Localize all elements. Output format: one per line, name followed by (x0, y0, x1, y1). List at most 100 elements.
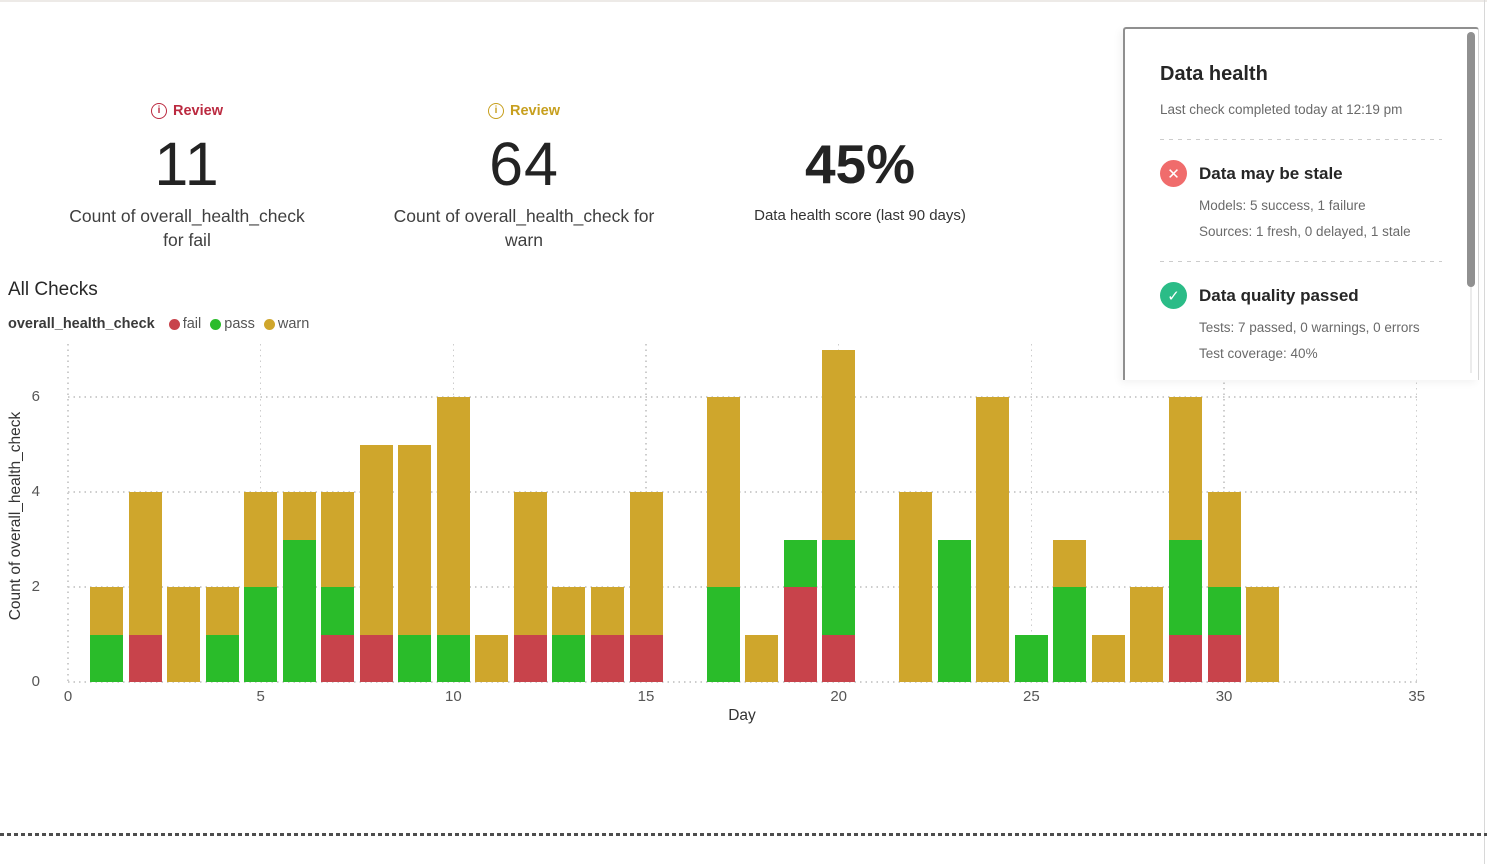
kpi-value-fail: 11 (154, 130, 220, 198)
bar-day18-warn[interactable] (745, 634, 779, 682)
kpi-label-line: Count of overall_health_check (69, 206, 305, 226)
kpi-label-line: Data health score (last 90 days) (754, 207, 966, 224)
bar-day12-warn[interactable] (513, 492, 547, 635)
right-edge-divider (1484, 0, 1485, 864)
bar-day7-pass[interactable] (321, 587, 355, 635)
bar-day31-warn[interactable] (1246, 587, 1280, 682)
kpi-label-warn: Count of overall_health_check for warn (354, 204, 694, 252)
status-detail: Tests: 7 passed, 0 warnings, 0 errors (1199, 320, 1420, 335)
legend-label: fail (182, 316, 202, 332)
panel-scrollbar-thumb[interactable] (1467, 32, 1475, 287)
bar-day20-fail[interactable] (822, 634, 856, 682)
x-axis-title: Day (728, 707, 756, 724)
bar-day15-warn[interactable] (629, 492, 663, 635)
bar-day24-warn[interactable] (976, 397, 1010, 682)
bar-day10-pass[interactable] (436, 634, 470, 682)
y-tick-label-0: 0 (31, 673, 40, 690)
bar-day30-fail[interactable] (1207, 634, 1241, 682)
bar-day9-pass[interactable] (398, 634, 432, 682)
bar-day20-warn[interactable] (822, 349, 856, 540)
status-detail: Sources: 1 fresh, 0 delayed, 1 stale (1199, 224, 1411, 239)
y-gridline-2 (68, 586, 1417, 588)
bar-day26-pass[interactable] (1053, 587, 1087, 682)
kpi-label-line: for fail (163, 230, 211, 250)
bar-day1-pass[interactable] (90, 634, 124, 682)
status-item-quality: ✓ Data quality passed Tests: 7 passed, 0 w… (1160, 282, 1454, 361)
bar-day29-warn[interactable] (1169, 397, 1202, 540)
bar-day8-warn[interactable] (359, 444, 393, 635)
bar-day23-pass[interactable] (937, 539, 971, 682)
x-tick-label-25: 25 (1023, 688, 1040, 705)
legend-dot-pass (210, 318, 222, 330)
bar-day11-warn[interactable] (475, 634, 509, 682)
legend-item-warn[interactable]: warn (263, 316, 309, 332)
bar-day15-fail[interactable] (629, 634, 663, 682)
y-gridline-0 (68, 681, 1417, 683)
bar-day2-fail[interactable] (128, 634, 162, 682)
bar-day7-fail[interactable] (321, 634, 355, 682)
y-tick-label-4: 4 (31, 483, 40, 500)
kpi-card-warn: i Review 64 Count of overall_health_check f… (354, 100, 694, 252)
bar-day5-pass[interactable] (244, 587, 278, 682)
fail-x-icon: ✕ (1160, 160, 1187, 187)
bar-day7-warn[interactable] (321, 492, 355, 587)
health-panel: Data health Last check completed today a… (1123, 27, 1479, 380)
bar-day13-pass[interactable] (552, 634, 586, 682)
bar-day4-warn[interactable] (205, 587, 239, 635)
bar-day27-warn[interactable] (1091, 634, 1125, 682)
legend-dot-fail (168, 318, 180, 330)
legend-item-pass[interactable]: pass (210, 316, 255, 332)
bar-day3-warn[interactable] (167, 587, 201, 682)
status-detail: Test coverage: 40% (1199, 346, 1318, 361)
bar-day17-warn[interactable] (706, 397, 740, 587)
bar-day19-fail[interactable] (783, 587, 817, 682)
bar-day20-pass[interactable] (822, 539, 856, 635)
kpi-review-badge-fail[interactable]: i Review (20, 100, 354, 122)
bar-day30-pass[interactable] (1207, 587, 1241, 635)
legend-items: fail pass warn (168, 316, 319, 332)
legend-series-name: overall_health_check (8, 316, 155, 332)
bar-day25-pass[interactable] (1014, 634, 1048, 682)
bar-day9-warn[interactable] (398, 444, 432, 635)
panel-subtitle: Last check completed today at 12:19 pm (1160, 102, 1403, 117)
x-tick-label-35: 35 (1408, 688, 1426, 705)
info-icon: i (488, 103, 504, 119)
bar-day4-pass[interactable] (205, 634, 239, 682)
kpi-label-score: Data health score (last 90 days) (690, 204, 1030, 228)
bar-day28-warn[interactable] (1130, 587, 1164, 682)
legend-label: pass (224, 316, 255, 332)
kpi-badge-label: Review (173, 103, 223, 119)
bar-day8-fail[interactable] (359, 634, 393, 682)
bar-day6-pass[interactable] (282, 539, 316, 682)
bar-day12-fail[interactable] (513, 634, 547, 682)
kpi-card-score: 45% Data health score (last 90 days) (690, 100, 1030, 228)
kpi-value-score: 45% (804, 133, 916, 195)
bar-day17-pass[interactable] (706, 587, 740, 682)
bar-day10-warn[interactable] (436, 397, 470, 635)
bar-day30-warn[interactable] (1207, 492, 1241, 587)
bar-day13-warn[interactable] (552, 587, 586, 635)
bar-day5-warn[interactable] (244, 492, 278, 587)
kpi-value-warn: 64 (489, 130, 559, 198)
y-tick-label-2: 2 (31, 578, 40, 595)
bar-day29-pass[interactable] (1169, 539, 1202, 635)
info-icon: i (151, 103, 167, 119)
bar-day19-pass[interactable] (783, 539, 817, 587)
bar-day14-fail[interactable] (590, 634, 624, 682)
bar-day22-warn[interactable] (899, 492, 933, 682)
bar-day6-warn[interactable] (282, 492, 316, 540)
bar-day2-warn[interactable] (128, 492, 162, 635)
bar-day1-warn[interactable] (90, 587, 124, 635)
top-edge-divider (0, 0, 1487, 2)
kpi-review-badge-warn[interactable]: i Review (354, 100, 694, 122)
legend-item-fail[interactable]: fail (168, 316, 202, 332)
status-title-quality: Data quality passed (1199, 286, 1359, 305)
bar-day14-warn[interactable] (590, 587, 624, 635)
bar-day26-warn[interactable] (1053, 539, 1087, 587)
bar-day29-fail[interactable] (1169, 634, 1202, 682)
status-body: Data may be stale Models: 5 success, 1 fa… (1199, 160, 1411, 239)
